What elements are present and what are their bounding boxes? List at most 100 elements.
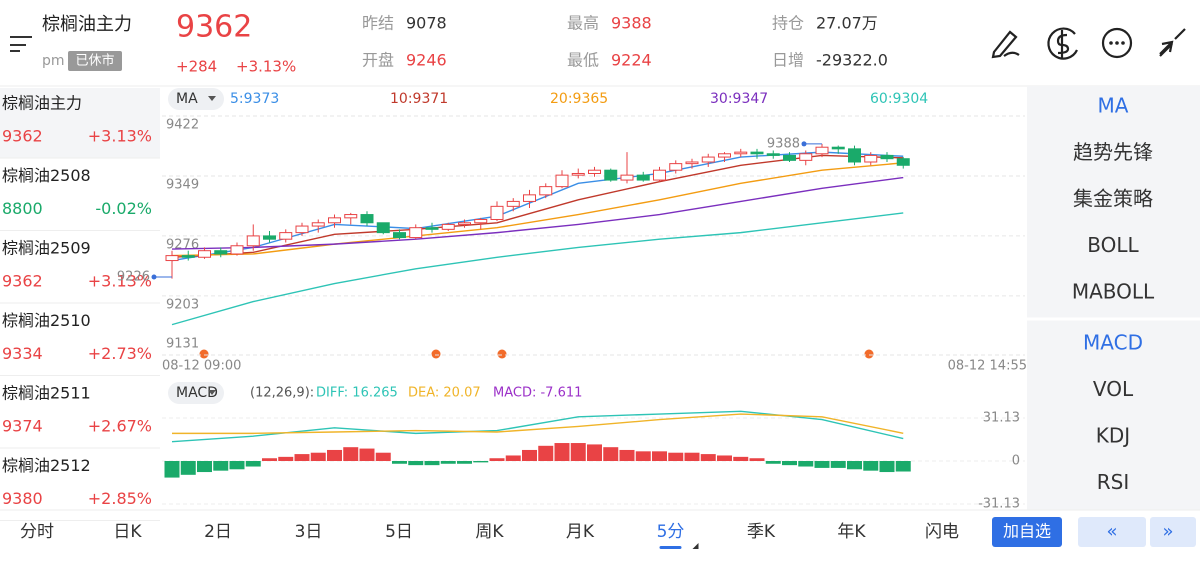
legend-item: MACD: -7.611 <box>493 386 582 401</box>
event-dots <box>199 349 874 359</box>
macd-bar <box>847 461 862 470</box>
candle-body <box>506 200 520 207</box>
y-tick-label: 9203 <box>166 297 199 312</box>
macd-bar <box>652 451 667 461</box>
tab[interactable]: 2日 <box>204 522 232 542</box>
indicator[interactable]: MA <box>1098 94 1129 118</box>
macd-bar <box>798 461 814 467</box>
nav-right[interactable]: » <box>1150 517 1196 547</box>
tab[interactable]: 分时 <box>20 522 54 542</box>
currency-icon[interactable] <box>1047 27 1078 60</box>
add-button[interactable] <box>992 517 1062 547</box>
indicator[interactable]: MABOLL <box>1072 280 1155 304</box>
watch-change: +3.13% <box>88 127 152 146</box>
indicator-select[interactable] <box>168 382 224 404</box>
watch-name[interactable]: 棕榈油2511 <box>2 384 91 403</box>
candle-body <box>246 235 260 247</box>
macd-bar <box>554 443 570 461</box>
macd-bar <box>830 461 846 468</box>
last-price: 9362 <box>176 10 252 45</box>
menu-icon[interactable] <box>10 36 32 52</box>
tab[interactable]: 闪电 <box>925 522 959 542</box>
macd-bar <box>327 449 342 461</box>
annotation-dot <box>151 274 157 280</box>
indicator[interactable]: MACD <box>1083 331 1143 355</box>
indicator[interactable]: VOL <box>1093 377 1134 401</box>
indicator[interactable]: 趋势先锋 <box>1073 140 1153 164</box>
y-tick-label: 0 <box>1012 454 1020 469</box>
watch-name[interactable]: 棕榈油主力 <box>2 94 82 113</box>
macd-bar <box>489 458 505 461</box>
tab[interactable]: 年K <box>837 522 866 542</box>
legend-item: 20:9365 <box>550 91 608 107</box>
indicator[interactable]: KDJ <box>1096 424 1130 448</box>
indicator-name[interactable]: MA <box>176 91 198 107</box>
macd-bar <box>343 447 359 461</box>
macd-bar <box>635 451 651 461</box>
indicator-name[interactable]: MACD <box>176 385 218 401</box>
macd-bar <box>197 461 212 473</box>
macd-bar <box>180 461 196 475</box>
stat-label: 最高 <box>567 14 599 33</box>
candle-body <box>539 186 553 196</box>
annotation-label: 9226 <box>117 269 150 284</box>
candle-body <box>165 255 179 262</box>
macd-bar <box>765 461 781 464</box>
tab[interactable]: 5日 <box>385 522 413 542</box>
indicator[interactable]: BOLL <box>1087 233 1139 257</box>
macd-bar <box>684 452 700 461</box>
candle-body <box>620 174 634 181</box>
indicator-panel <box>1027 86 1200 510</box>
macd-bar <box>505 455 521 461</box>
collapse-icon[interactable] <box>1159 28 1186 57</box>
indicator[interactable]: 集金策略 <box>1073 187 1153 211</box>
edit-icon[interactable] <box>991 30 1020 59</box>
candle-body <box>815 146 829 155</box>
stat-label: 持仓 <box>772 14 804 33</box>
add-button-label[interactable]: 加自选 <box>1003 522 1051 541</box>
session: pm <box>42 53 65 69</box>
watch-name[interactable]: 棕榈油2508 <box>2 166 91 185</box>
macd-bar <box>375 452 391 461</box>
watch-selected <box>0 88 160 158</box>
legend-item: DIFF: 16.265 <box>316 386 398 401</box>
watch-name[interactable]: 棕榈油2509 <box>2 239 91 258</box>
macd-bar <box>879 461 895 473</box>
legend-item: DEA: 20.07 <box>408 386 481 401</box>
watch-price: 8800 <box>2 199 43 218</box>
y-tick-label: 9131 <box>166 337 199 352</box>
watch-price: 9334 <box>2 344 43 363</box>
tab[interactable]: 3日 <box>295 522 323 542</box>
watch-name[interactable]: 棕榈油2512 <box>2 456 91 475</box>
macd-bar <box>164 461 180 478</box>
tab[interactable]: 月K <box>566 522 595 542</box>
nav-left[interactable]: « <box>1078 517 1146 547</box>
indicator-line <box>171 154 904 258</box>
candle-body <box>880 154 894 160</box>
legend-item: 60:9304 <box>870 91 928 107</box>
candle-body <box>441 223 455 230</box>
macd-bar <box>717 455 732 461</box>
macd-bar <box>278 456 294 461</box>
svg-text:«: « <box>1106 521 1117 542</box>
stat-label: 日增 <box>772 51 804 70</box>
indicator-select[interactable] <box>168 88 224 110</box>
dropdown-caret <box>208 96 216 101</box>
more-icon[interactable] <box>1101 27 1133 59</box>
macd-bar <box>473 461 489 463</box>
macd-bar <box>522 449 537 461</box>
indicator[interactable]: RSI <box>1097 470 1130 494</box>
tab[interactable]: 5分 <box>657 522 685 542</box>
legend-item: 5:9373 <box>230 91 279 107</box>
candle-body <box>718 153 731 158</box>
macd-bar <box>863 461 879 471</box>
candle-body <box>669 163 683 171</box>
macd-bar <box>229 461 245 470</box>
stat-value: 9388 <box>611 14 652 33</box>
tab[interactable]: 周K <box>475 522 504 542</box>
tab[interactable]: 季K <box>747 522 776 542</box>
tab-caret <box>692 543 699 549</box>
tab[interactable]: 日K <box>113 522 142 542</box>
macd-bar <box>603 447 619 461</box>
watch-name[interactable]: 棕榈油2510 <box>2 311 91 330</box>
